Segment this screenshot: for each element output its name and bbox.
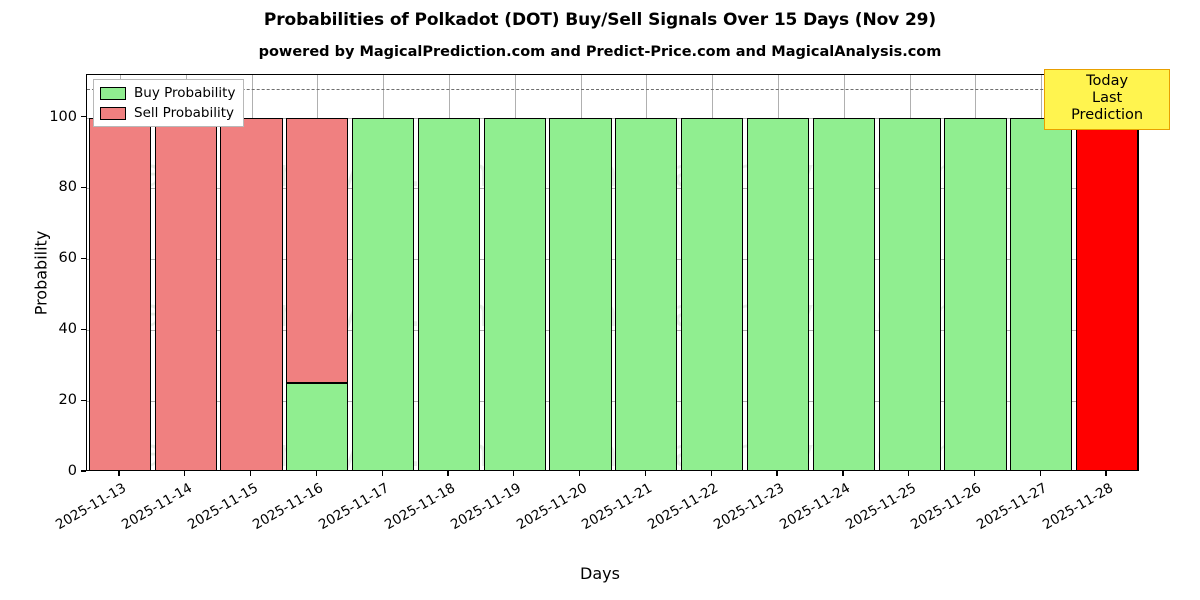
- y-tick-label: 40: [58, 321, 77, 338]
- y-tick-mark: [81, 399, 86, 401]
- x-tick-mark: [1105, 471, 1107, 476]
- y-tick-label: 0: [67, 463, 77, 479]
- legend-item-buy: Buy Probability: [100, 85, 235, 101]
- x-tick-label: 2025-11-24: [776, 480, 853, 534]
- today-annotation: Today Last Prediction: [1044, 69, 1171, 130]
- x-tick-mark: [315, 471, 318, 476]
- bar-segment-buy: [615, 117, 678, 470]
- x-tick-label: 2025-11-18: [382, 480, 458, 534]
- bar-segment-buy: [549, 117, 612, 470]
- x-tick-mark: [513, 471, 515, 476]
- x-tick-mark: [973, 471, 976, 476]
- x-tick-mark: [710, 471, 712, 476]
- bar-segment-sell: [220, 117, 283, 470]
- y-tick-mark: [81, 470, 86, 472]
- x-tick-label: 2025-11-22: [645, 480, 722, 534]
- bar-segment-buy: [746, 117, 810, 470]
- x-tick-mark: [118, 471, 120, 476]
- y-gridline: [87, 401, 1138, 403]
- y-tick-label: 20: [58, 392, 77, 409]
- x-tick-label: 2025-11-23: [711, 480, 788, 534]
- legend-label-buy: Buy Probability: [134, 85, 236, 101]
- x-tick-label: 2025-11-17: [316, 480, 393, 534]
- y-tick-label: 100: [49, 108, 77, 125]
- y-gridline: [87, 330, 1138, 332]
- x-tick-label: 2025-11-27: [974, 480, 1051, 534]
- today-annotation-line1: Today: [1086, 73, 1129, 90]
- chart-title: Probabilities of Polkadot (DOT) Buy/Sell…: [263, 10, 937, 30]
- x-tick-label: 2025-11-28: [1040, 480, 1117, 534]
- y-tick-mark: [81, 257, 86, 260]
- x-tick-label: 2025-11-21: [579, 480, 656, 534]
- chart-legend: Buy Probability Sell Probability: [93, 79, 245, 127]
- y-tick-mark: [81, 328, 86, 330]
- x-tick-label: 2025-11-16: [250, 480, 327, 534]
- chart-subtitle: powered by MagicalPrediction.com and Pre…: [258, 44, 942, 60]
- x-tick-mark: [447, 471, 449, 476]
- y-tick-label: 80: [58, 179, 77, 196]
- bar-segment-sell: [154, 117, 217, 470]
- y-gridline: [87, 117, 1138, 119]
- bar-segment-buy: [352, 117, 415, 470]
- legend-swatch-buy: [100, 86, 126, 100]
- x-tick-mark: [184, 471, 186, 476]
- y-gridline: [87, 259, 1138, 261]
- x-tick-mark: [776, 471, 778, 476]
- x-tick-mark: [908, 471, 910, 476]
- x-tick-mark: [381, 471, 383, 476]
- today-annotation-line2: Last Prediction: [1071, 90, 1144, 124]
- y-tick-label: 60: [58, 250, 77, 267]
- legend-item-sell: Sell Probability: [100, 105, 235, 121]
- x-tick-label: 2025-11-15: [184, 480, 261, 534]
- bar-segment-buy: [417, 117, 481, 470]
- x-tick-mark: [842, 471, 844, 476]
- x-axis-label: Days: [580, 564, 620, 583]
- legend-label-sell: Sell Probability: [134, 105, 235, 121]
- x-tick-label: 2025-11-25: [842, 480, 919, 534]
- plot-area: MagicalAnalysis.comMagicalAnalysis.comMa…: [32, 69, 1171, 471]
- bar-segment-buy: [878, 117, 941, 470]
- bar-segment-buy: [1010, 117, 1073, 470]
- y-gridline: [87, 188, 1138, 190]
- reference-dashed-line: [87, 89, 1138, 91]
- x-tick-mark: [644, 471, 647, 476]
- x-tick-label: 2025-11-19: [447, 480, 524, 534]
- x-tick-label: 2025-11-20: [513, 480, 590, 534]
- x-tick-label: 2025-11-13: [52, 480, 129, 534]
- legend-swatch-sell: [100, 106, 126, 120]
- x-tick-label: 2025-11-26: [908, 480, 985, 534]
- bar-segment-buy: [286, 383, 349, 470]
- y-tick-mark: [81, 115, 86, 118]
- bar-segment-sell: [286, 117, 349, 384]
- bar-segment-buy: [483, 117, 546, 470]
- plot-inner: MagicalAnalysis.comMagicalAnalysis.comMa…: [87, 75, 1138, 470]
- bar-segment-sell: [88, 117, 151, 470]
- bar-segment-buy: [944, 117, 1007, 470]
- y-tick-mark: [81, 186, 86, 189]
- x-tick-label: 2025-11-14: [118, 480, 195, 534]
- bar-today: [1075, 117, 1138, 470]
- y-axis-label: Probability: [31, 230, 51, 315]
- x-tick-mark: [578, 471, 581, 476]
- bar-segment-buy: [681, 117, 744, 470]
- bar-segment-buy: [812, 117, 875, 470]
- x-tick-mark: [1039, 471, 1041, 476]
- x-tick-mark: [249, 471, 252, 476]
